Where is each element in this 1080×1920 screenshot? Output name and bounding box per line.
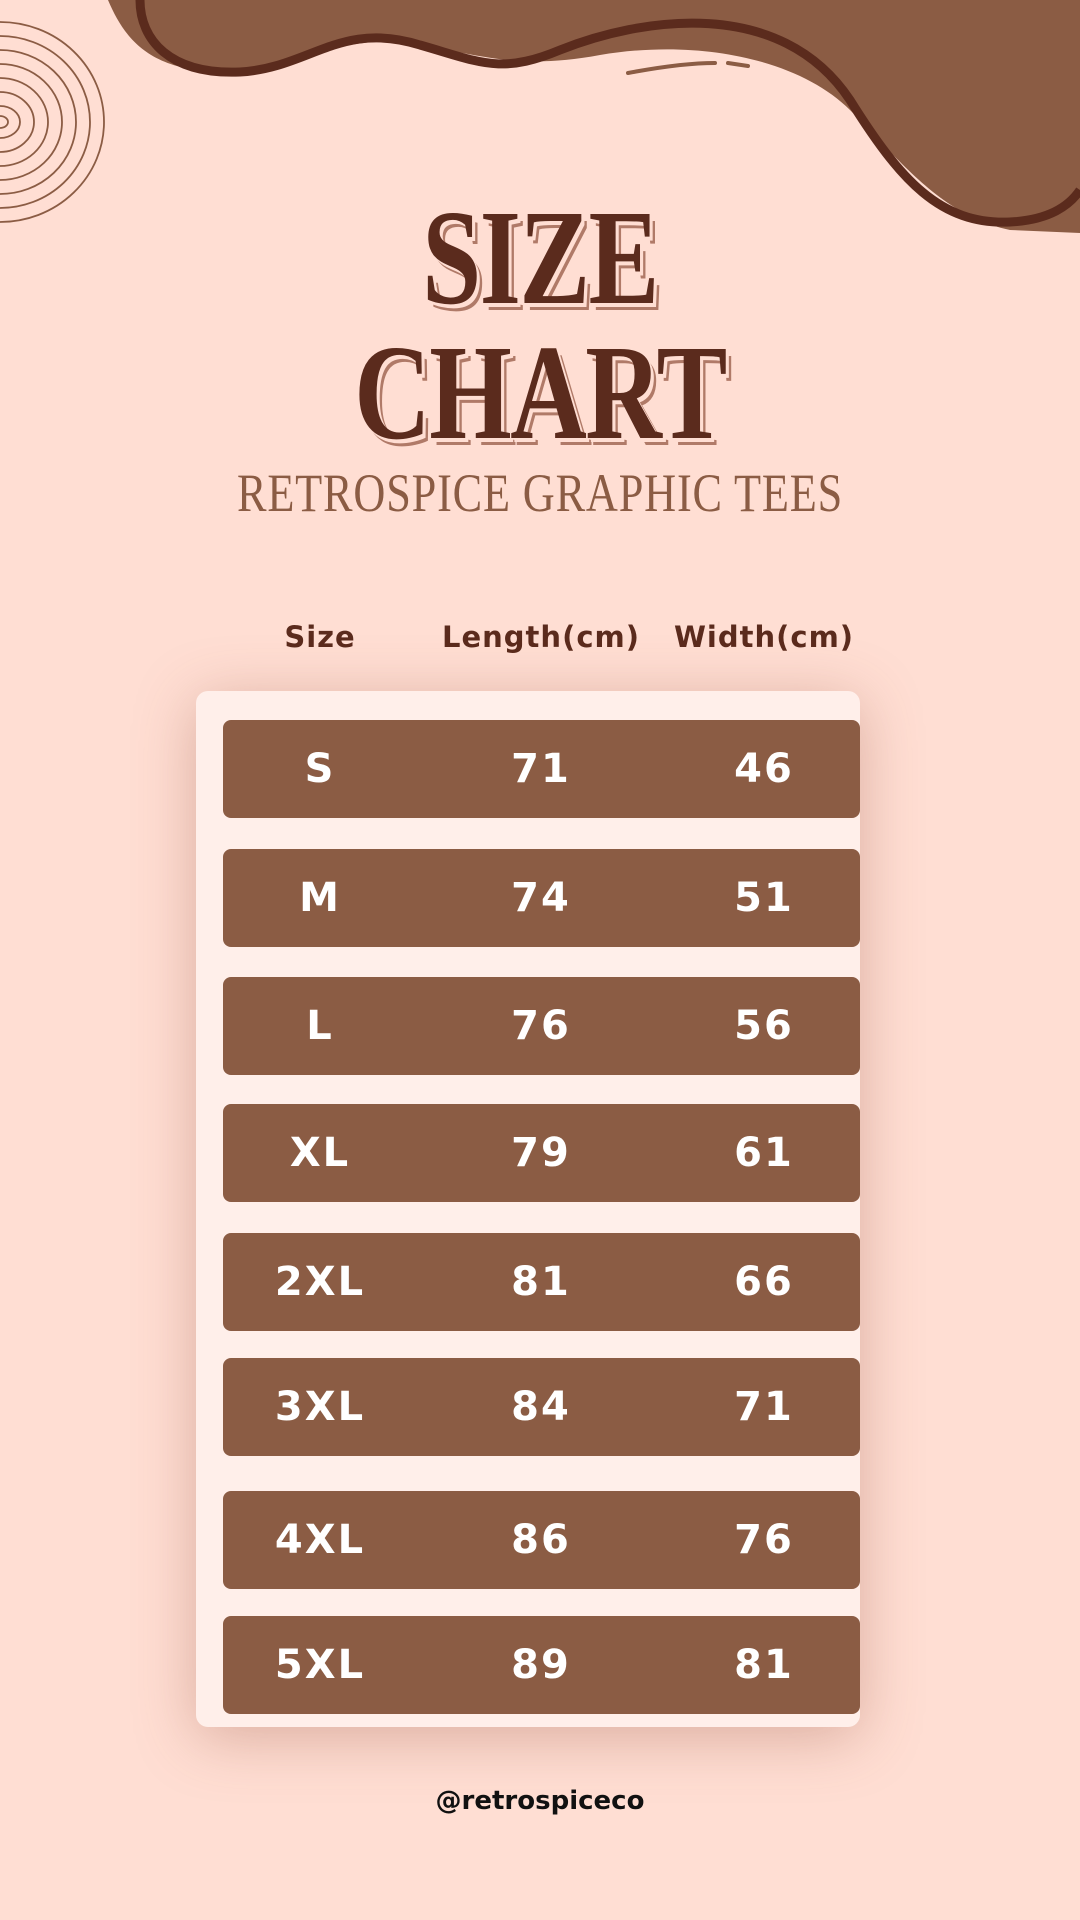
subtitle: RETROSPICE GRAPHIC TEES (236, 463, 844, 523)
length-cell: 86 (511, 1517, 571, 1563)
social-handle: @retrospiceco (435, 1786, 645, 1816)
table-row: 5XL 89 81 (223, 1616, 860, 1714)
width-cell: 81 (734, 1642, 794, 1688)
size-cell: 3XL (274, 1384, 366, 1430)
width-cell: 71 (734, 1384, 794, 1430)
length-cell: 76 (511, 1003, 571, 1049)
title-line-2: CHART (354, 318, 727, 468)
header-size: Size (284, 620, 356, 654)
length-cell: 81 (511, 1259, 571, 1305)
size-cell: XL (289, 1130, 351, 1176)
width-cell: 66 (734, 1259, 794, 1305)
table-row: 3XL 84 71 (223, 1358, 860, 1456)
title-line-1: SIZE (422, 183, 659, 333)
length-cell: 84 (511, 1384, 571, 1430)
wave-line (135, 0, 1080, 227)
length-cell: 71 (511, 746, 571, 792)
width-cell: 76 (734, 1517, 794, 1563)
header-width: Width(cm) (673, 620, 855, 654)
size-cell: L (306, 1003, 334, 1049)
size-cell: 5XL (274, 1642, 366, 1688)
width-cell: 56 (734, 1003, 794, 1049)
table-row: L 76 56 (223, 977, 860, 1075)
length-cell: 79 (511, 1130, 571, 1176)
width-cell: 46 (734, 746, 794, 792)
length-cell: 89 (511, 1642, 571, 1688)
dash-line (626, 61, 750, 75)
table-row: S 71 46 (223, 720, 860, 818)
table-row: 4XL 86 76 (223, 1491, 860, 1589)
table-row: 2XL 81 66 (223, 1233, 860, 1331)
width-cell: 51 (734, 875, 794, 921)
size-cell: S (304, 746, 336, 792)
width-cell: 61 (734, 1130, 794, 1176)
size-cell: 4XL (274, 1517, 366, 1563)
size-cell: 2XL (274, 1259, 366, 1305)
concentric-arcs (0, 21, 105, 223)
table-row: XL 79 61 (223, 1104, 860, 1202)
length-cell: 74 (511, 875, 571, 921)
table-row: M 74 51 (223, 849, 860, 947)
header-length: Length(cm) (442, 620, 640, 654)
wave-blob (108, 0, 1080, 233)
size-cell: M (299, 875, 341, 921)
decorative-shapes (0, 0, 1080, 233)
